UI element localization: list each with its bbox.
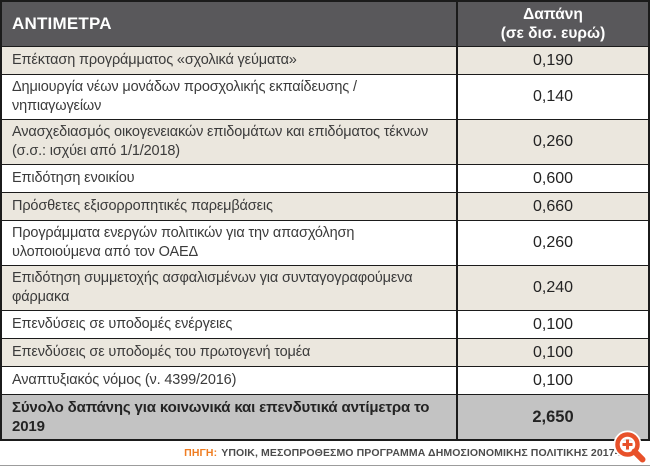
- row-value: 0,660: [456, 193, 648, 220]
- source-text: ΥΠΟΙΚ, ΜΕΣΟΠΡΟΘΕΣΜΟ ΠΡΟΓΡΑΜΜΑ ΔΗΜΟΣΙΟΝΟΜ…: [221, 447, 642, 460]
- header-expense: Δαπάνη (σε δισ. ευρώ): [456, 2, 648, 46]
- table-row: Επιδότηση ενοικίου 0,600: [2, 164, 648, 192]
- row-value: 0,100: [456, 339, 648, 366]
- row-value: 0,100: [456, 367, 648, 394]
- row-label: Ανασχεδιασμός οικογενειακών επιδομάτων κ…: [12, 124, 429, 159]
- table-row: Επέκταση προγράμματος «σχολικά γεύματα» …: [2, 46, 648, 74]
- row-label: Επενδύσεις σε υποδομές ενέργειες: [12, 316, 233, 333]
- table-row: Ανασχεδιασμός οικογενειακών επιδομάτων κ…: [2, 119, 648, 164]
- data-table: ΑΝΤΙΜΕΤΡΑ Δαπάνη (σε δισ. ευρώ) Επέκταση…: [0, 0, 650, 442]
- row-label: Προγράμματα ενεργών πολιτικών για την απ…: [12, 225, 355, 260]
- source-label: ΠΗΓΗ:: [184, 447, 218, 460]
- row-value: 0,240: [456, 266, 648, 310]
- source-note: ΠΗΓΗ: ΥΠΟΙΚ, ΜΕΣΟΠΡΟΘΕΣΜΟ ΠΡΟΓΡΑΜΜΑ ΔΗΜΟ…: [0, 441, 650, 467]
- row-label: Επέκταση προγράμματος «σχολικά γεύματα»: [12, 52, 297, 69]
- table-header-row: ΑΝΤΙΜΕΤΡΑ Δαπάνη (σε δισ. ευρώ): [2, 2, 648, 46]
- row-label: Επιδότηση συμμετοχής ασφαλισμένων για συ…: [12, 270, 413, 305]
- header-expense-line2: (σε δισ. ευρώ): [500, 25, 606, 42]
- row-label: Αναπτυξιακός νόμος (ν. 4399/2016): [12, 372, 237, 389]
- table-row: Επενδύσεις σε υποδομές του πρωτογενή τομ…: [2, 338, 648, 366]
- row-value: 0,190: [456, 47, 648, 74]
- header-expense-line1: Δαπάνη: [523, 5, 583, 23]
- row-label: Επιδότηση ενοικίου: [12, 170, 135, 187]
- table-row: Αναπτυξιακός νόμος (ν. 4399/2016) 0,100: [2, 366, 648, 394]
- table-row: Επενδύσεις σε υποδομές ενέργειες 0,100: [2, 310, 648, 338]
- table-row: Προγράμματα ενεργών πολιτικών για την απ…: [2, 220, 648, 265]
- header-countermeasures: ΑΝΤΙΜΕΤΡΑ: [12, 14, 112, 34]
- table-row: Πρόσθετες εξισορροπητικές παρεμβάσεις 0,…: [2, 192, 648, 220]
- row-value: 0,600: [456, 165, 648, 192]
- row-value: 0,260: [456, 120, 648, 164]
- row-label: Πρόσθετες εξισορροπητικές παρεμβάσεις: [12, 198, 273, 215]
- table-row: Επιδότηση συμμετοχής ασφαλισμένων για συ…: [2, 265, 648, 310]
- total-label: Σύνολο δαπάνης για κοινωνικά και επενδυτ…: [12, 399, 430, 436]
- row-label: Επενδύσεις σε υποδομές του πρωτογενή τομ…: [12, 344, 311, 361]
- table-row: Δημιουργία νέων μονάδων προσχολικής εκπα…: [2, 74, 648, 119]
- total-row: Σύνολο δαπάνης για κοινωνικά και επενδυτ…: [2, 394, 648, 440]
- row-value: 0,260: [456, 221, 648, 265]
- row-value: 0,100: [456, 311, 648, 338]
- row-label: Δημιουργία νέων μονάδων προσχολικής εκπα…: [12, 79, 357, 114]
- row-value: 0,140: [456, 75, 648, 119]
- zoom-in-magnifier-icon[interactable]: [612, 429, 650, 467]
- total-value: 2,650: [456, 395, 648, 440]
